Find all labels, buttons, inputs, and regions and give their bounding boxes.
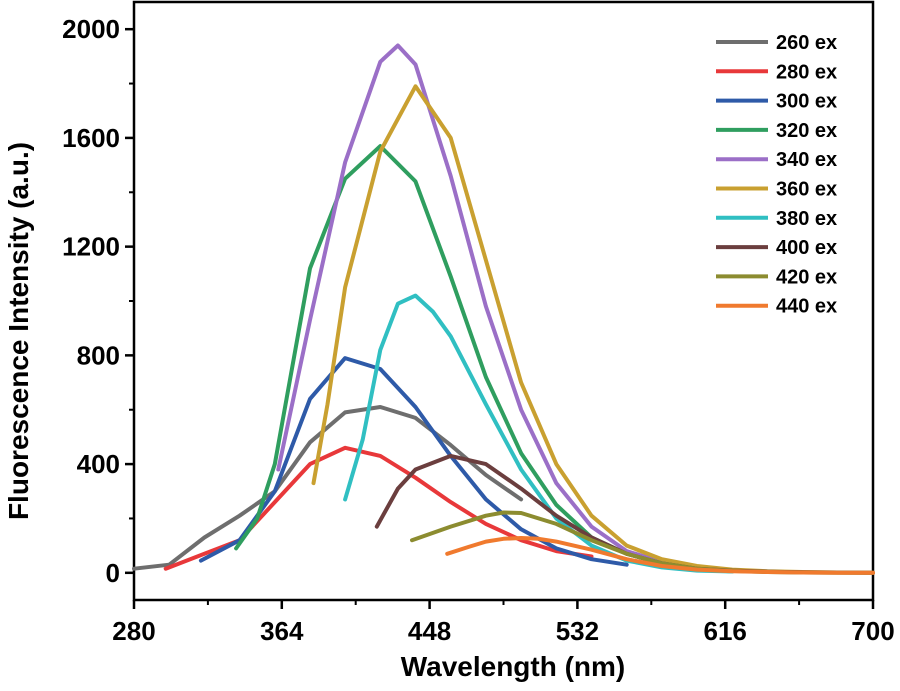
x-tick-label: 280 (112, 616, 155, 646)
y-tick-label: 400 (77, 449, 120, 479)
y-axis-label: Fluorescence Intensity (a.u.) (3, 142, 34, 520)
legend-label: 420 ex (776, 266, 837, 288)
series-line-320-ex (234, 144, 735, 574)
x-tick-label: 532 (556, 616, 599, 646)
x-tick-label: 616 (704, 616, 747, 646)
legend-label: 380 ex (776, 208, 837, 230)
y-tick-label: 2000 (62, 14, 120, 44)
series-line-260-ex (132, 405, 524, 571)
legend-label: 340 ex (776, 149, 837, 171)
series-line-340-ex (276, 43, 770, 574)
legend-label: 260 ex (776, 32, 837, 54)
legend-label: 300 ex (776, 91, 837, 113)
x-tick-label: 700 (851, 616, 894, 646)
y-axis: 0 400 800 1200 1600 2000 (62, 14, 134, 588)
legend-label: 320 ex (776, 120, 837, 142)
y-tick-label: 0 (106, 558, 120, 588)
series-lines (132, 43, 875, 575)
series-line-380-ex (343, 293, 735, 574)
legend-label: 440 ex (776, 296, 837, 318)
legend: 260 ex 280 ex 300 ex 320 ex 340 ex 360 ex 380 … (716, 32, 837, 318)
series-line-400-ex (374, 453, 875, 575)
x-tick-label: 448 (408, 616, 451, 646)
legend-label: 400 ex (776, 237, 837, 259)
x-axis-label: Wavelength (nm) (401, 651, 626, 682)
series-line-300-ex (198, 356, 629, 567)
x-axis: 280 364 448 532 616 700 (112, 600, 895, 646)
y-tick-label: 1200 (62, 232, 120, 262)
legend-label: 280 ex (776, 61, 837, 83)
x-tick-label: 364 (260, 616, 304, 646)
legend-label: 360 ex (776, 179, 837, 201)
series-line-440-ex (445, 536, 875, 575)
y-tick-label: 800 (77, 340, 120, 370)
y-tick-label: 1600 (62, 123, 120, 153)
